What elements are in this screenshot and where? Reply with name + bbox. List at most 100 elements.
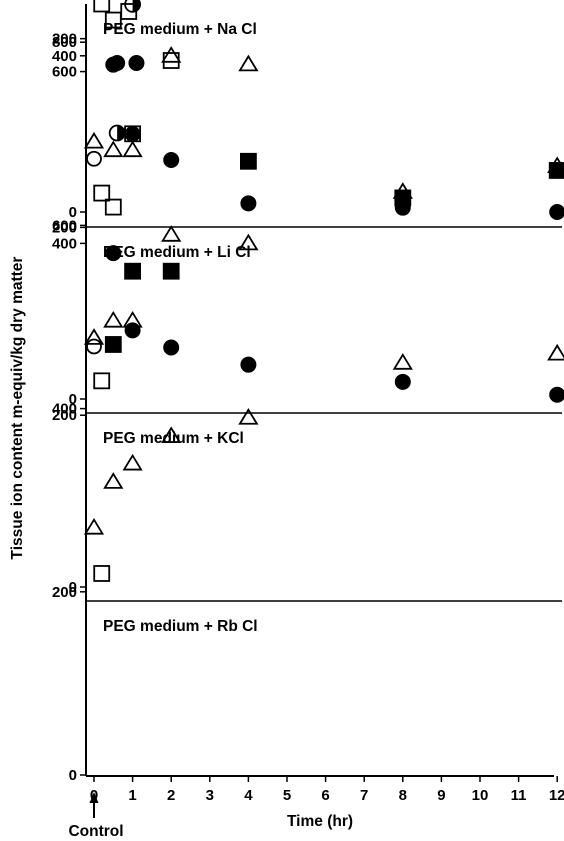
panel-title: PEG medium + Rb Cl <box>103 618 258 635</box>
triangle-point <box>103 472 124 489</box>
data-series <box>93 184 111 202</box>
filled-circle-point <box>105 245 122 262</box>
triangle-point <box>83 131 105 149</box>
open-circle-point <box>86 338 102 355</box>
data-series <box>93 0 111 13</box>
square-point <box>162 52 180 69</box>
filled-circle-point <box>109 55 126 72</box>
panel-title: PEG medium + Li Cl <box>103 244 251 261</box>
y-tick-label: 600 <box>52 217 77 234</box>
data-series <box>105 245 564 403</box>
half-filled-circle-point <box>124 0 141 13</box>
y-tick-label: 0 <box>69 204 77 221</box>
x-tick-label: 1 <box>128 787 136 804</box>
chart-panel: PEG medium + Na Cl0200400600800100012001… <box>52 0 564 221</box>
triangle-point <box>122 140 143 158</box>
filled-circle-point <box>549 204 564 220</box>
filled-circle-point <box>163 339 180 356</box>
x-tick-label: 8 <box>399 787 407 804</box>
y-tick-label: 400 <box>52 235 77 252</box>
data-series <box>93 3 138 390</box>
triangle-point <box>161 46 182 63</box>
data-series <box>86 338 102 355</box>
y-tick-label: 0 <box>69 579 77 596</box>
data-series <box>104 152 564 353</box>
y-tick-label: 200 <box>52 407 77 424</box>
triangle-point <box>238 233 259 251</box>
filled-square-point <box>239 152 257 170</box>
y-tick-label: 800 <box>52 34 77 51</box>
y-tick-label: 200 <box>52 584 77 601</box>
control-annotation: Control <box>68 823 123 840</box>
filled-square-point <box>124 262 141 280</box>
triangle-point <box>547 343 564 361</box>
open-circle-point <box>86 150 102 167</box>
square-point <box>104 198 122 216</box>
x-tick-label: 2 <box>167 787 175 804</box>
data-series <box>83 156 564 345</box>
data-series <box>83 343 564 535</box>
x-tick-label: 5 <box>283 787 291 804</box>
half-filled-circle-point <box>108 124 126 142</box>
square-point <box>104 11 122 29</box>
filled-square-point <box>162 262 180 280</box>
filled-circle-point <box>124 126 141 142</box>
y-tick-label: 400 <box>52 48 77 65</box>
data-series <box>93 52 180 582</box>
x-tick-label: 0 <box>90 787 98 804</box>
triangle-point <box>122 453 143 471</box>
filled-circle-point <box>163 152 180 168</box>
y-tick-label: 400 <box>52 401 77 418</box>
panel-title: PEG medium + KCl <box>103 430 244 447</box>
triangle-point <box>83 517 105 535</box>
triangle-point <box>161 225 182 242</box>
x-axis-label: Time (hr) <box>287 813 353 830</box>
filled-square-point <box>394 189 412 207</box>
filled-square-point <box>548 162 564 179</box>
triangle-point <box>103 310 124 328</box>
triangle-point <box>83 328 105 345</box>
square-point <box>93 0 111 13</box>
square-point <box>120 3 138 20</box>
filled-circle-point <box>549 386 564 403</box>
square-point <box>93 565 111 582</box>
chart-panel: PEG medium + Rb Cl02004006008001000 <box>52 34 564 784</box>
y-tick-label: 600 <box>52 64 77 81</box>
x-tick-label: 10 <box>472 787 489 804</box>
triangle-point <box>103 140 124 158</box>
x-tick-label: 11 <box>511 787 527 804</box>
x-tick-label: 4 <box>244 787 253 804</box>
data-series <box>86 150 102 167</box>
square-point <box>124 125 141 143</box>
filled-circle-point <box>128 55 145 72</box>
triangle-point <box>122 310 143 328</box>
filled-circle-point <box>240 356 257 373</box>
x-tick-label: 12 <box>549 787 564 804</box>
x-tick-label: 9 <box>437 787 445 804</box>
y-tick-label: 200 <box>52 31 77 48</box>
y-tick-label: 200 <box>52 219 77 236</box>
control-arrow-icon <box>89 792 99 818</box>
filled-circle-point <box>394 373 411 390</box>
square-point <box>93 184 111 202</box>
filled-circle-point <box>124 322 141 339</box>
x-tick-label: 7 <box>360 787 368 804</box>
triangle-point <box>238 54 259 72</box>
x-tick-label: 3 <box>206 787 214 804</box>
filled-circle-point <box>240 195 257 212</box>
square-point <box>93 372 111 390</box>
x-tick-label: 6 <box>321 787 329 804</box>
y-tick-label: 0 <box>69 767 77 784</box>
chart-panel: PEG medium + KCl02004006008001000 <box>52 3 564 596</box>
y-axis-label: Tissue ion content m-equiv/kg dry matter <box>9 257 26 560</box>
data-series <box>105 56 564 220</box>
y-tick-label: 0 <box>69 391 77 408</box>
panel-title: PEG medium + Na Cl <box>103 21 257 38</box>
triangle-point <box>392 353 413 370</box>
triangle-point <box>238 408 259 425</box>
data-series <box>109 55 145 72</box>
filled-square-point <box>104 336 122 353</box>
triangle-point <box>161 426 182 443</box>
